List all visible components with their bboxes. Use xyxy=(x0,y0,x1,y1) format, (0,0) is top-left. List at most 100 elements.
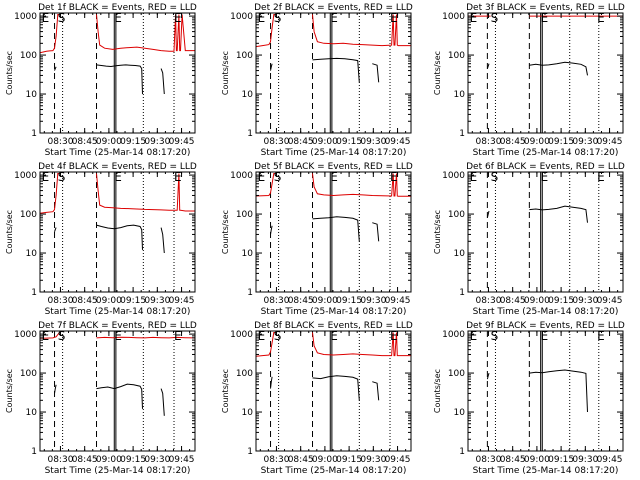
y-tick-label: 100 xyxy=(20,51,37,61)
y-tick-label: 10 xyxy=(26,249,38,259)
marker-e: E xyxy=(174,329,182,343)
x-tick-label: 09:45 xyxy=(597,137,623,147)
x-tick-label: 09:30 xyxy=(144,455,170,465)
x-tick-label: 09:30 xyxy=(144,296,170,306)
events-series-line xyxy=(54,227,57,232)
y-tick-label: 1 xyxy=(459,447,465,457)
y-tick-label: 1000 xyxy=(14,330,37,340)
plot-frame xyxy=(467,330,624,452)
panel: Det 6f BLACK = Events, RED = LLD Counts/s… xyxy=(433,162,625,317)
y-tick-label: 1 xyxy=(247,288,253,298)
marker-e: E xyxy=(541,170,549,184)
y-tick-label: 100 xyxy=(20,369,37,379)
plot-frame xyxy=(255,330,412,452)
events-series-line xyxy=(529,205,588,223)
x-tick-label: 08:45 xyxy=(288,137,314,147)
marker-e: E xyxy=(330,329,338,343)
y-tick-label: 1 xyxy=(459,288,465,298)
events-series-line xyxy=(529,369,588,413)
y-axis-label: Counts/sec xyxy=(5,210,14,254)
x-tick-label: 08:30 xyxy=(47,137,73,147)
x-tick-label: 09:30 xyxy=(572,137,598,147)
lld-series-line xyxy=(256,173,276,197)
x-axis-label: Start Time (25-Mar-14 08:17:20) xyxy=(473,466,619,476)
panel-title: Det 5f BLACK = Events, RED = LLD xyxy=(254,162,413,172)
x-tick-label: 09:45 xyxy=(385,455,411,465)
marker-s: S xyxy=(274,329,282,343)
x-tick-label: 09:00 xyxy=(524,137,550,147)
y-tick-label: 1000 xyxy=(14,12,37,22)
y-axis-label: Counts/sec xyxy=(221,210,230,254)
x-tick-label: 09:45 xyxy=(169,137,195,147)
x-tick-label: 09:00 xyxy=(312,137,338,147)
plot-frame xyxy=(255,12,412,134)
y-axis-label: Counts/sec xyxy=(221,369,230,413)
lld-series-line xyxy=(40,173,60,214)
x-tick-label: 08:30 xyxy=(47,296,73,306)
x-tick-label: 08:45 xyxy=(288,455,314,465)
x-tick-label: 09:00 xyxy=(312,296,338,306)
y-tick-label: 1000 xyxy=(442,12,465,22)
y-tick-label: 100 xyxy=(448,369,465,379)
y-tick-label: 1000 xyxy=(230,12,253,22)
x-tick-label: 08:30 xyxy=(263,455,289,465)
events-series-line xyxy=(372,381,380,401)
x-tick-label: 09:15 xyxy=(548,455,574,465)
x-tick-label: 09:15 xyxy=(336,296,362,306)
y-tick-label: 1000 xyxy=(230,330,253,340)
x-tick-label: 09:30 xyxy=(360,137,386,147)
marker-e: E xyxy=(174,11,182,25)
marker-e: E xyxy=(174,170,182,184)
x-axis-label: Start Time (25-Mar-14 08:17:20) xyxy=(45,307,191,317)
x-tick-label: 09:45 xyxy=(169,455,195,465)
marker-e: E xyxy=(390,170,398,184)
y-axis-label: Counts/sec xyxy=(221,51,230,95)
x-tick-label: 08:45 xyxy=(288,296,314,306)
x-axis-label: Start Time (25-Mar-14 08:17:20) xyxy=(261,466,407,476)
panel: Det 9f BLACK = Events, RED = LLD Counts/s… xyxy=(433,321,625,476)
events-series-line xyxy=(372,63,380,83)
plot-frame xyxy=(39,330,196,452)
events-series-line xyxy=(54,66,57,71)
x-tick-label: 09:15 xyxy=(120,296,146,306)
y-axis-label: Counts/sec xyxy=(433,51,442,95)
events-series-line xyxy=(160,227,165,254)
events-series-line xyxy=(270,225,273,235)
lld-series-line xyxy=(312,173,411,197)
panel: Det 1f BLACK = Events, RED = LLD Counts/s… xyxy=(5,3,197,158)
y-tick-label: 100 xyxy=(236,210,253,220)
marker-e: E xyxy=(541,11,549,25)
y-tick-label: 100 xyxy=(20,210,37,220)
events-series-line xyxy=(270,63,273,71)
marker-s: S xyxy=(274,11,282,25)
plot-frame xyxy=(39,171,196,293)
x-tick-label: 09:00 xyxy=(524,296,550,306)
x-axis-label: Start Time (25-Mar-14 08:17:20) xyxy=(45,466,191,476)
panel: Det 7f BLACK = Events, RED = LLD Counts/s… xyxy=(5,321,197,476)
y-tick-label: 1 xyxy=(459,129,465,139)
events-series-line xyxy=(312,216,360,242)
y-tick-label: 1000 xyxy=(230,171,253,181)
panel: Det 8f BLACK = Events, RED = LLD Counts/s… xyxy=(221,321,413,476)
x-tick-label: 08:45 xyxy=(72,296,98,306)
x-tick-label: 09:15 xyxy=(336,455,362,465)
x-tick-label: 08:30 xyxy=(263,137,289,147)
marker-e: E xyxy=(470,329,478,343)
marker-e: E xyxy=(470,11,478,25)
lld-series-line xyxy=(312,332,411,357)
panel-title: Det 9f BLACK = Events, RED = LLD xyxy=(466,321,625,331)
events-series-line xyxy=(486,63,490,69)
events-series-line xyxy=(372,222,380,242)
marker-e: E xyxy=(42,11,50,25)
x-tick-label: 09:00 xyxy=(312,455,338,465)
plot-frame xyxy=(39,12,196,134)
y-tick-label: 1000 xyxy=(442,330,465,340)
lld-series-line xyxy=(256,332,276,357)
y-tick-label: 10 xyxy=(26,408,38,418)
lld-series-line xyxy=(40,14,60,54)
x-tick-label: 08:30 xyxy=(47,455,73,465)
lld-series-line xyxy=(96,14,195,52)
panel: Det 4f BLACK = Events, RED = LLD Counts/s… xyxy=(5,162,197,317)
marker-s: S xyxy=(58,11,66,25)
